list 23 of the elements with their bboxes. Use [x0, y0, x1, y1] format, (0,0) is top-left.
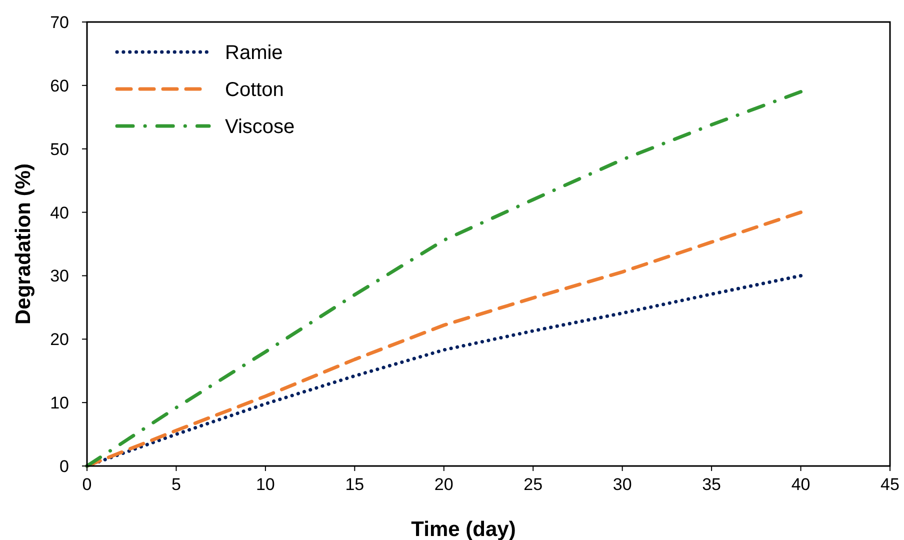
x-tick-label: 35	[702, 475, 722, 494]
legend-label: Cotton	[225, 79, 284, 101]
y-tick-label: 10	[50, 394, 69, 413]
x-axis-title: Time (day)	[411, 518, 516, 540]
y-tick-label: 0	[60, 457, 69, 476]
x-tick-label: 25	[524, 475, 543, 494]
x-tick-label: 45	[880, 475, 900, 494]
x-tick-label: 15	[345, 475, 364, 494]
y-tick-label: 30	[50, 266, 69, 286]
legend-label: Ramie	[225, 42, 283, 64]
x-tick-label: 5	[171, 475, 181, 494]
x-tick-label: 10	[256, 475, 275, 494]
x-tick-label: 20	[434, 475, 454, 494]
y-tick-label: 40	[50, 203, 69, 222]
x-tick-label: 40	[791, 475, 810, 494]
y-tick-label: 70	[50, 13, 69, 32]
y-axis-title: Degradation (%)	[12, 163, 35, 325]
y-tick-label: 20	[50, 330, 69, 350]
x-tick-label: 0	[82, 475, 92, 494]
x-tick-label: 30	[612, 475, 632, 494]
y-tick-label: 50	[50, 140, 69, 159]
y-tick-label: 60	[50, 76, 69, 96]
legend-label: Viscose	[225, 116, 295, 138]
